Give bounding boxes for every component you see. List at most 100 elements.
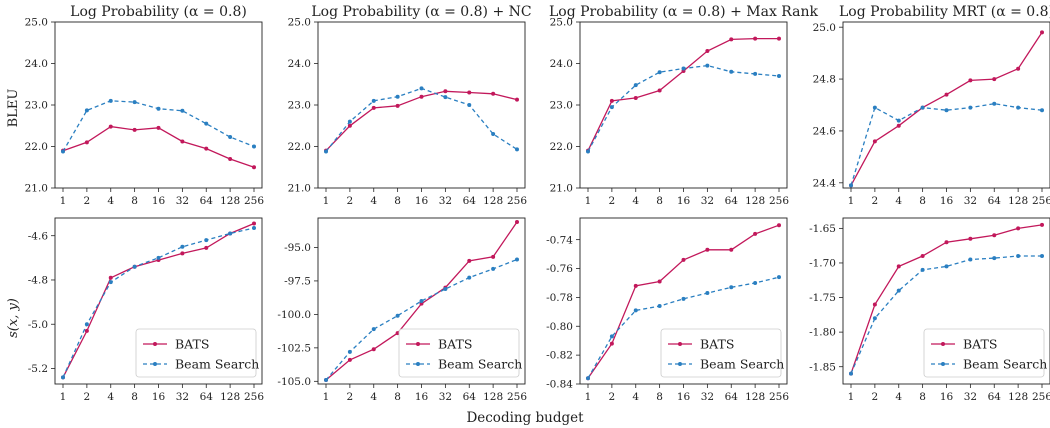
y-tick-label: -0.82: [546, 350, 573, 362]
y-tick-label: -1.70: [809, 258, 836, 270]
bats-point: [204, 146, 209, 151]
bats-point: [395, 103, 400, 108]
x-tick-label: 8: [131, 195, 138, 207]
beam-search-point: [84, 108, 89, 113]
beam-search-point: [61, 375, 65, 380]
beam-search-point: [180, 108, 185, 113]
x-tick-label: 32: [964, 391, 977, 403]
beam-search-point: [467, 103, 472, 107]
x-tick-label: 2: [609, 195, 616, 207]
x-tick-label: 4: [632, 195, 639, 207]
beam-search-point: [515, 257, 519, 262]
bats-point: [252, 165, 256, 170]
y-tick-label: 23.0: [288, 100, 311, 112]
x-tick-label: 4: [107, 195, 114, 207]
x-tick-label: 128: [483, 195, 503, 207]
bats-point: [633, 283, 638, 288]
beam-search-point: [467, 275, 472, 280]
x-tick-label: 32: [176, 195, 189, 207]
beam-search-point: [371, 98, 376, 103]
y-tick-label: 22.0: [288, 141, 311, 153]
x-tick-label: 2: [84, 391, 91, 403]
bats-point: [491, 91, 496, 96]
x-axis-label: Decoding budget: [466, 410, 584, 426]
y-tick-label: -0.84: [546, 379, 573, 391]
x-tick-label: 64: [988, 195, 1002, 207]
panel-title: Log Probability MRT (α = 0.8): [839, 4, 1050, 20]
beam-search-point: [657, 304, 662, 309]
bats-point: [347, 123, 352, 128]
x-tick-label: 8: [131, 391, 138, 403]
bats-point: [1040, 222, 1044, 227]
legend-beam-marker: [941, 362, 945, 366]
y-tick-label: -0.78: [546, 292, 573, 304]
beam-search-point: [705, 63, 710, 68]
y-tick-label: -1.80: [809, 327, 836, 339]
x-tick-label: 64: [725, 391, 739, 403]
bats-series-line: [587, 37, 779, 151]
y-tick-label: 23.0: [25, 100, 48, 112]
beam-search-point: [920, 267, 925, 272]
x-tick-label: 32: [964, 195, 977, 207]
legend-bats-marker: [941, 342, 945, 346]
y-tick-label: -5.2: [28, 363, 48, 375]
beam-search-point: [872, 105, 877, 110]
beam-search-point: [968, 257, 973, 262]
x-tick-label: 32: [176, 391, 189, 403]
x-tick-label: 256: [507, 391, 527, 403]
x-tick-label: 64: [200, 391, 214, 403]
bats-point: [729, 247, 734, 252]
x-tick-label: 1: [323, 195, 330, 207]
legend-box: [660, 328, 782, 378]
x-tick-label: 8: [394, 195, 401, 207]
beam-search-point: [180, 244, 185, 249]
x-tick-label: 16: [152, 195, 166, 207]
x-tick-label: 4: [895, 195, 902, 207]
x-tick-label: 256: [769, 195, 789, 207]
y-tick-label: -95.0: [284, 242, 311, 254]
bats-point: [657, 279, 662, 284]
bats-point: [657, 88, 662, 93]
y-tick-label: -1.65: [809, 223, 836, 235]
beam-search-point: [896, 118, 901, 123]
bats-point: [180, 139, 185, 144]
beam-search-point: [609, 105, 614, 110]
y-tick-label: 21.0: [550, 183, 573, 195]
beam-search-point: [347, 119, 352, 124]
bats-point: [944, 240, 949, 245]
beam-search-point: [156, 106, 161, 111]
legend-bats-label: BATS: [700, 336, 734, 351]
y-tick-label: -4.8: [28, 275, 48, 287]
y-tick-label: -105.0: [277, 376, 311, 388]
x-tick-label: 2: [347, 195, 354, 207]
y-tick-label: 24.6: [813, 126, 837, 138]
bats-point: [777, 223, 781, 228]
beam-search-point: [1016, 105, 1021, 110]
bats-point: [108, 124, 113, 129]
bats-point: [920, 254, 925, 259]
x-tick-label: 256: [244, 195, 264, 207]
beam-search-point: [992, 101, 997, 106]
legend-beam-label: Beam Search: [175, 356, 259, 371]
beam-search-point: [204, 121, 209, 126]
beam-search-point: [491, 132, 496, 137]
x-tick-label: 16: [152, 391, 166, 403]
y-tick-label: -1.75: [809, 292, 836, 304]
x-tick-label: 256: [244, 391, 264, 403]
legend-bats-label: BATS: [175, 336, 209, 351]
beam-search-point: [681, 66, 686, 71]
x-tick-label: 4: [107, 391, 114, 403]
beam-search-point: [729, 69, 734, 74]
panel-frame: [842, 21, 1050, 189]
beam-search-point: [849, 183, 853, 188]
beam-search-point: [753, 280, 758, 285]
bats-point: [347, 357, 352, 362]
y-tick-label: 22.0: [25, 141, 48, 153]
y-tick-label: 25.0: [550, 17, 573, 29]
y-tick-label: -0.74: [546, 234, 573, 246]
beam-search-point: [944, 108, 949, 113]
y-tick-label: 23.0: [550, 100, 573, 112]
y-tick-label: 24.0: [550, 58, 573, 70]
beam-search-series-line: [587, 276, 780, 379]
x-tick-label: 128: [220, 195, 240, 207]
